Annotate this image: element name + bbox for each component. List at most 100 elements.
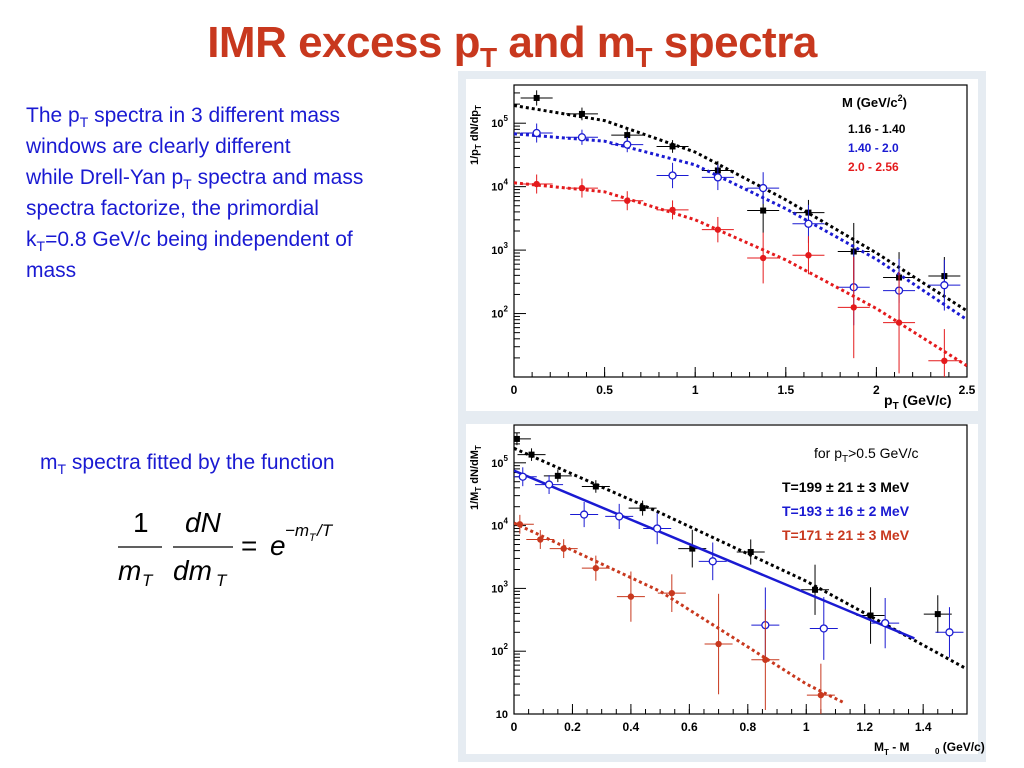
chart-frame	[458, 416, 986, 762]
x-tick-label: 1.4	[915, 720, 932, 734]
plot-area	[513, 424, 968, 715]
legend-entry: T=199 ± 21 ± 3 MeV	[782, 479, 910, 495]
y-tick-label: 103	[491, 579, 508, 595]
data-point	[592, 483, 599, 490]
plot-area	[513, 84, 968, 378]
x-axis-label: MT - M	[874, 740, 910, 757]
mt-spectra-chart: 0 0.2 0.4 0.6 0.8 1 1.2 1.4 10 102 103 104 105 MT - M…	[458, 416, 986, 762]
data-point	[653, 524, 662, 533]
series-group	[514, 90, 967, 377]
fit-curve	[514, 521, 845, 705]
data-point	[759, 254, 767, 262]
x-tick-label: 0.4	[623, 720, 640, 734]
data-point	[533, 180, 540, 188]
series-group	[514, 432, 965, 714]
svg-text:T: T	[309, 532, 317, 544]
svg-text:dN: dN	[185, 507, 222, 538]
data-point	[758, 183, 768, 193]
x-tick-label: 1	[692, 383, 699, 397]
y-tick-label: 103	[491, 241, 508, 257]
data-point	[804, 219, 813, 228]
x-tick-label: 1	[803, 720, 810, 734]
x-tick-label: 1.5	[777, 383, 794, 397]
data-point	[805, 252, 812, 259]
svg-text:dm: dm	[173, 555, 212, 586]
x-axis-label-tail: 0 (GeV/c)	[935, 740, 985, 756]
data-point	[514, 435, 520, 442]
y-tick-label: 102	[491, 305, 508, 321]
data-point	[689, 545, 696, 552]
fit-curve	[514, 132, 967, 321]
data-point	[624, 197, 631, 204]
data-point	[713, 173, 723, 182]
svg-text:/T: /T	[316, 521, 334, 540]
svg-text:T: T	[142, 571, 154, 590]
pt-spectra-chart: 0 0.5 1 1.5 2 2.5 102 103 104 105 pT (GeV/c) 1/pT d…	[458, 71, 986, 419]
svg-text:=: =	[241, 530, 257, 561]
fit-formula: 1 m T dN dm T = e −m T /T	[118, 507, 334, 590]
data-point	[627, 593, 635, 600]
fit-curve	[514, 181, 967, 368]
data-point	[940, 281, 949, 290]
x-tick-label: 0.5	[596, 383, 613, 397]
y-tick-label: 104	[491, 517, 508, 533]
data-point	[819, 624, 828, 633]
fit-curve	[514, 446, 965, 669]
chart-frame	[458, 71, 986, 419]
data-point	[934, 611, 941, 618]
svg-text:1: 1	[133, 507, 149, 538]
data-point	[579, 510, 589, 519]
data-point	[895, 319, 903, 326]
data-point	[760, 207, 767, 214]
x-tick-label: 0.2	[564, 720, 581, 734]
data-point	[532, 128, 541, 138]
y-tick-label: 102	[491, 642, 508, 658]
data-point	[544, 480, 554, 489]
legend-entry: T=193 ± 16 ± 2 MeV	[782, 503, 910, 519]
x-tick-label: 2.5	[959, 383, 976, 397]
data-point	[668, 589, 676, 597]
data-point	[669, 206, 676, 214]
legend-entry: 1.40 - 2.0	[848, 141, 899, 155]
description-paragraph: The pT spectra in 3 different mass windo…	[26, 104, 364, 282]
legend-entry: 2.0 - 2.56	[848, 160, 899, 174]
data-point	[941, 357, 948, 365]
y-tick-label: 105	[491, 114, 508, 130]
legend-entry: T=171 ± 21 ± 3 MeV	[782, 527, 910, 543]
fit-curve	[514, 469, 915, 640]
data-point	[762, 656, 769, 663]
fit-caption: mT spectra fitted by the function	[40, 451, 335, 477]
data-point	[867, 612, 874, 619]
data-point	[518, 472, 527, 481]
data-point	[714, 226, 722, 233]
data-point	[615, 512, 624, 521]
data-point	[850, 304, 857, 311]
data-point	[578, 184, 586, 192]
data-point	[528, 451, 535, 458]
data-point	[747, 548, 754, 555]
data-point	[812, 586, 819, 593]
data-point	[623, 140, 632, 149]
cut-annotation: for pT>0.5 GeV/c	[814, 445, 919, 465]
x-tick-label: 2	[873, 383, 880, 397]
data-point	[560, 545, 567, 552]
data-point	[578, 110, 585, 117]
svg-text:m: m	[118, 555, 141, 586]
data-point	[624, 132, 631, 139]
data-point	[669, 143, 676, 150]
svg-text:T: T	[216, 571, 228, 590]
x-tick-label: 1.2	[856, 720, 873, 734]
x-axis-label: pT (GeV/c)	[884, 392, 952, 412]
data-point	[668, 171, 677, 180]
y-tick-label: 104	[491, 178, 508, 194]
data-point	[639, 505, 646, 512]
data-point	[533, 94, 540, 101]
data-point	[945, 628, 954, 637]
y-axis-label: 1/MT dN/dMT	[469, 445, 483, 510]
data-point	[516, 521, 524, 528]
data-point	[817, 691, 825, 699]
data-point	[715, 640, 722, 648]
data-point	[577, 133, 587, 142]
data-point	[708, 557, 717, 566]
x-tick-label: 0.6	[681, 720, 698, 734]
